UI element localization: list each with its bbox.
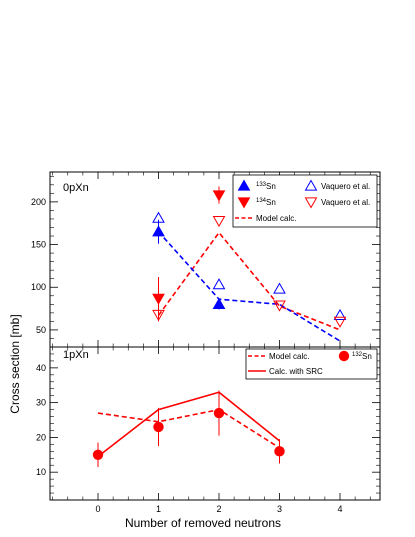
legend-entry-element: Sn <box>266 198 276 207</box>
y-axis-title: Cross section [mb] <box>8 314 22 413</box>
panel-1pxn: 1pXn 10 20 30 40 0 1 2 3 4 Model calc. 132Sn Calc… <box>36 346 381 514</box>
data-point-0 <box>92 449 104 460</box>
data-point-2 <box>273 282 286 294</box>
legend-marker-symbol <box>304 179 318 191</box>
data-point-3 <box>333 316 347 328</box>
panel-1pxn-lines <box>97 391 281 458</box>
data-point-0 <box>153 421 164 433</box>
legend-marker-symbol <box>338 350 350 362</box>
data-point-2 <box>212 278 226 290</box>
legend-entry-label: Vaquero et al. <box>321 198 370 207</box>
panel-1pxn-legend-box <box>245 348 378 380</box>
legend-entry-label: Model calc. <box>256 214 296 223</box>
legend-marker-symbol <box>237 197 251 209</box>
series-line-4 <box>157 231 341 331</box>
y-tick-label: 100 <box>31 282 46 292</box>
series-line-1 <box>97 408 280 449</box>
series-line-5 <box>157 231 341 342</box>
legend-entry-label: Model calc. <box>269 352 309 361</box>
data-point-3 <box>273 300 286 312</box>
x-tick-label: 1 <box>156 504 161 514</box>
y-tick-label: 200 <box>31 197 46 207</box>
panel-1pxn-legend: Model calc. 132Sn Calc. with SRC <box>245 348 378 380</box>
y-tick-label: 50 <box>36 325 46 335</box>
panel-0pxn-legend: 133Sn Vaquero et al.134Sn Vaquero et al.Mo… <box>232 174 378 228</box>
panel-1pxn-markers <box>92 390 285 467</box>
legend-entry-superscript: 133 <box>256 182 267 188</box>
series-line-2 <box>97 391 281 458</box>
x-tick-label: 4 <box>337 504 342 514</box>
data-point-0 <box>152 225 165 237</box>
panel-1pxn-label: 1pXn <box>63 349 89 361</box>
y-tick-label: 30 <box>36 398 46 408</box>
data-point-3 <box>212 216 226 228</box>
panel-0pxn-label: 0pXn <box>63 182 89 194</box>
data-point-2 <box>152 211 165 223</box>
data-point-2 <box>333 308 347 321</box>
y-tick-label: 40 <box>36 363 46 373</box>
legend-entry-superscript: 132 <box>352 352 363 358</box>
data-point-0 <box>212 297 226 309</box>
legend-entry-label: 132Sn <box>352 352 372 361</box>
legend-entry-label: 133Sn <box>256 182 276 191</box>
y-tick-label: 10 <box>36 467 46 477</box>
x-tick-label: 3 <box>277 504 282 514</box>
y-tick-label: 150 <box>31 240 46 250</box>
x-tick-label: 0 <box>95 504 100 514</box>
legend-entry-label: 134Sn <box>256 198 276 207</box>
legend-entry-label: Calc. with SRC <box>269 367 323 376</box>
data-point-0 <box>274 446 285 457</box>
data-point-1 <box>212 190 226 202</box>
panel-0pxn-lines <box>157 231 341 342</box>
data-point-1 <box>152 293 165 305</box>
panel-0pxn-markers <box>152 186 347 328</box>
legend-marker-symbol <box>237 179 251 191</box>
data-point-3 <box>152 309 165 322</box>
data-point-0 <box>213 407 225 419</box>
legend-entry-element: Sn <box>362 352 372 361</box>
legend-entry-element: Sn <box>266 182 276 191</box>
y-tick-label: 20 <box>36 432 46 442</box>
legend-marker-symbol <box>304 197 318 209</box>
x-axis-title: Number of removed neutrons <box>125 516 281 530</box>
panel-1pxn-y-axis: 10 20 30 40 <box>36 346 380 501</box>
panel-0pxn-legend-box <box>232 174 378 228</box>
legend-entry-superscript: 134 <box>256 198 267 204</box>
legend-entry-label: Vaquero et al. <box>321 182 370 191</box>
x-tick-label: 2 <box>216 504 221 514</box>
